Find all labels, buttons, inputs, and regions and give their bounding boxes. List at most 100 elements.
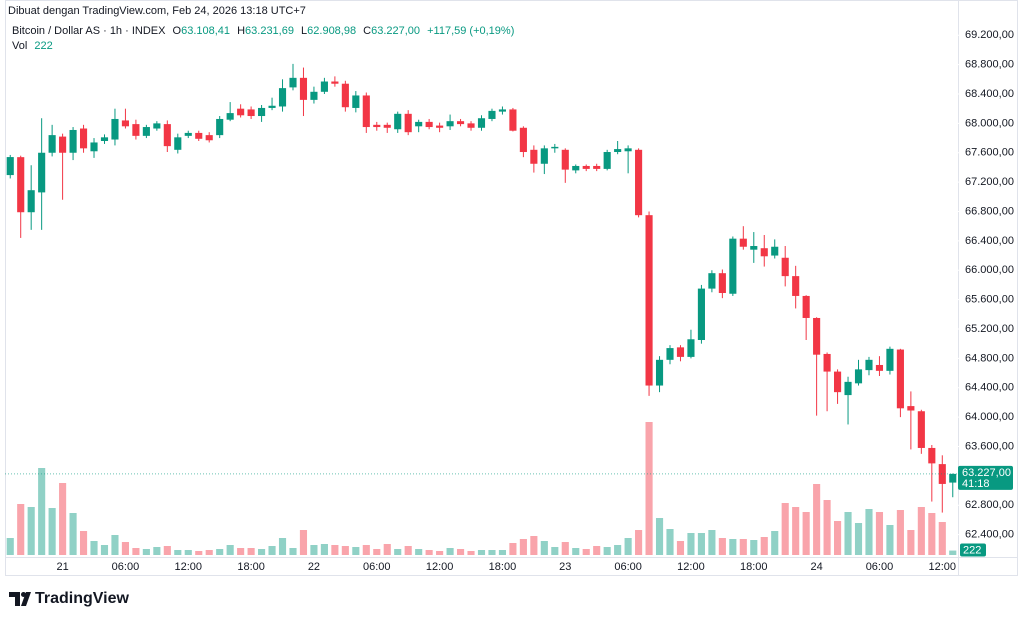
volume-bar [237, 548, 245, 555]
volume-bar [708, 530, 716, 555]
y-tick-label: 67.600,00 [965, 147, 1014, 159]
volume-bar [718, 538, 726, 555]
candle-body [593, 165, 601, 169]
volume-bar [792, 507, 800, 555]
candle-body [415, 121, 423, 127]
candle-body [635, 149, 643, 216]
ohlc-key: L [301, 25, 308, 37]
last-price-badge [958, 465, 1013, 490]
volume-bar [687, 533, 695, 555]
volume-bar [467, 551, 475, 555]
y-tick-label: 63.600,00 [965, 440, 1014, 452]
candle-body [708, 273, 716, 289]
volume-bar [425, 550, 433, 555]
volume-bar [572, 548, 580, 555]
candle-body [425, 121, 433, 128]
candle-body [331, 81, 339, 84]
candle-body [153, 123, 161, 129]
candle-body [205, 135, 213, 141]
candle-body [655, 359, 664, 386]
volume-bar [917, 507, 925, 555]
y-tick-label: 66.400,00 [965, 235, 1014, 247]
candle-body [498, 109, 507, 112]
candle-body [624, 148, 632, 152]
candle-body [603, 152, 611, 169]
volume-bar [823, 500, 831, 555]
y-tick-label: 64.800,00 [965, 352, 1014, 364]
volume-bar [362, 545, 370, 555]
volume-bar [896, 510, 904, 555]
volume-bar [17, 504, 25, 555]
candle-body [938, 464, 946, 484]
candle-body [676, 347, 685, 357]
volume-bar [530, 536, 538, 555]
candle-body [823, 353, 831, 372]
candle-body [69, 129, 77, 153]
plot-area: 62.400,00 62.800,00 63.600,00 64.000,00 64.4… [5, 29, 1014, 573]
x-tick-label: 24 [810, 561, 822, 573]
candle-body [132, 124, 140, 136]
candle-body [383, 124, 391, 128]
ohlc-value: 63.108,41 [181, 25, 231, 37]
candle-body [875, 364, 884, 371]
volume-bar [488, 550, 496, 555]
logo-icon [21, 592, 31, 606]
volume-bar [865, 509, 873, 555]
candle-body [813, 317, 821, 355]
volume-bar [666, 529, 674, 555]
candle-body [289, 77, 297, 88]
volume-bar [79, 531, 88, 555]
x-tick-label: 06:00 [363, 561, 391, 573]
y-tick-label: 64.400,00 [965, 382, 1014, 394]
candle-body [216, 118, 224, 136]
volume-bar [278, 538, 287, 555]
candle-body [949, 473, 957, 483]
candle-body [226, 113, 234, 120]
candle-body [362, 95, 370, 128]
y-tick-label: 69.200,00 [965, 29, 1014, 41]
logo: TradingView [9, 590, 130, 607]
volume-bar [582, 549, 590, 555]
candle-body [111, 118, 119, 140]
ohlc-value: 63.227,00 [371, 25, 421, 37]
y-tick-label: 62.400,00 [965, 529, 1014, 541]
volume-bar [247, 548, 255, 555]
volume-bar [111, 535, 119, 555]
volume-bar [205, 550, 213, 555]
candle-body [456, 121, 465, 125]
candle-body [352, 95, 360, 108]
candle-body [436, 125, 444, 128]
volume-bar [886, 525, 894, 555]
volume-bar [216, 549, 224, 555]
volume-bar [928, 513, 936, 555]
volume-bar [132, 548, 140, 555]
candle-body [582, 165, 590, 169]
volume-bar [436, 551, 444, 555]
candle-body [121, 120, 129, 127]
brand: TradingView [35, 590, 130, 607]
y-tick-label: 66.800,00 [965, 205, 1014, 217]
y-tick-label: 65.600,00 [965, 294, 1014, 306]
change: +117,59 (+0,19%) [427, 25, 515, 37]
ohlc-value: 62.908,98 [307, 25, 357, 37]
volume-bar [310, 545, 318, 555]
candle-body [27, 190, 35, 213]
candle-body [687, 339, 695, 357]
candle-body [844, 381, 852, 396]
volume-bar [938, 522, 946, 555]
candle-body [886, 348, 894, 371]
x-tick-label: 06:00 [866, 561, 894, 573]
volume-bar [289, 548, 297, 555]
x-tick-label: 06:00 [614, 561, 642, 573]
candle-body [614, 149, 622, 153]
candle-body [100, 137, 109, 141]
volume-bar [519, 539, 527, 555]
candle-body [404, 113, 412, 133]
chart-frame [5, 0, 1018, 576]
candle-body [854, 369, 863, 384]
y-tick-label: 67.200,00 [965, 176, 1014, 188]
candle-body [48, 135, 56, 153]
candle-body [6, 157, 14, 176]
candle-body [299, 77, 308, 100]
